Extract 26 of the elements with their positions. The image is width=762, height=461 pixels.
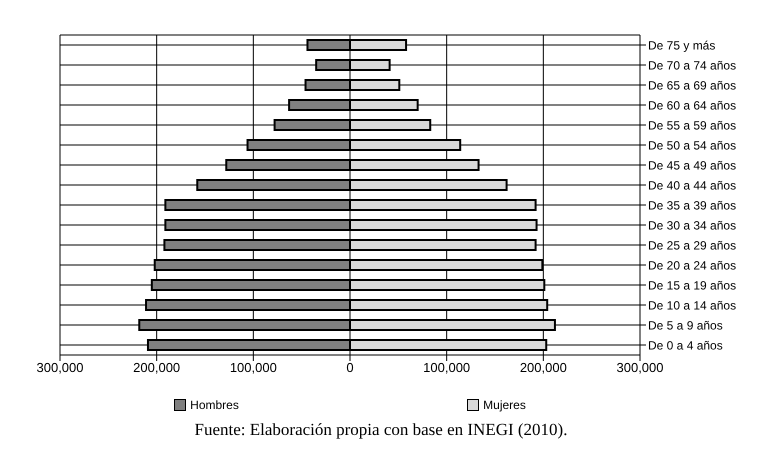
legend-label: Mujeres: [482, 398, 526, 412]
y-tick-label: De 65 a 69 años: [648, 78, 736, 92]
y-tick-label: De 50 a 54 años: [648, 138, 736, 152]
x-tick-label: 0: [346, 360, 354, 376]
y-tick-label: De 40 a 44 años: [648, 178, 736, 192]
y-tick-label: De 45 a 49 años: [648, 158, 736, 172]
y-tick-label: De 55 a 59 años: [648, 118, 736, 132]
x-tick-label: 300,000: [36, 360, 84, 376]
y-tick-label: De 30 a 34 años: [648, 218, 736, 232]
y-tick-label: De 0 a 4 años: [648, 338, 723, 352]
y-tick-label: De 70 a 74 años: [648, 58, 736, 72]
x-tick-label: 300,000: [616, 360, 664, 376]
legend-label: Hombres: [189, 398, 239, 412]
y-tick-label: De 20 a 24 años: [648, 258, 736, 272]
y-tick-label: De 10 a 14 años: [648, 298, 736, 312]
x-tick-label: 200,000: [133, 360, 180, 376]
y-tick-label: De 35 a 39 años: [648, 198, 736, 212]
y-tick-label: De 15 a 19 años: [648, 278, 736, 292]
x-tick-label: 100,000: [423, 360, 470, 376]
y-tick-label: De 60 a 64 años: [648, 98, 736, 112]
source-note: Fuente: Elaboración propia con base en INEGI (2010).: [194, 420, 568, 440]
x-tick-label: 100,000: [230, 360, 277, 376]
y-tick-label: De 75 y más: [648, 38, 716, 52]
x-tick-label: 200,000: [520, 360, 567, 376]
y-tick-label: De 5 a 9 años: [648, 318, 723, 332]
y-tick-label: De 25 a 29 años: [648, 238, 736, 252]
